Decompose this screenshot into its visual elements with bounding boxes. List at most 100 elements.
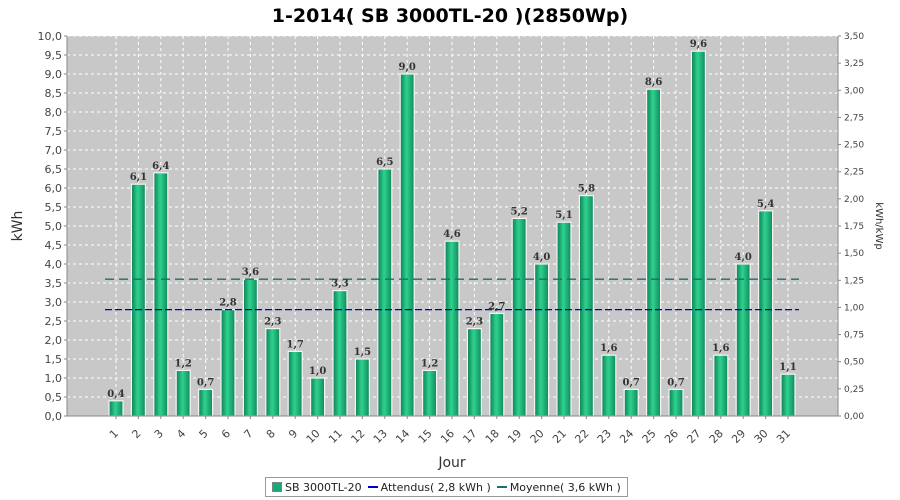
bar-day-29 [735,263,751,417]
bar-value-label: 5,2 [510,206,527,217]
bar-day-22 [578,195,595,417]
bar-value-label: 3,6 [242,267,259,278]
y-tick-label: 9,5 [45,49,63,62]
bar-value-label: 9,0 [398,62,415,73]
bar-day-20 [533,263,550,417]
y-axis-label: kWh [10,211,26,242]
y-tick-label: 3,5 [45,277,63,290]
x-tick-label: 31 [774,427,793,446]
y-tick-label: 2,0 [45,334,63,347]
bar-value-label: 1,1 [779,362,796,373]
bar-day-10 [310,377,326,417]
y-tick-label: 0,5 [45,391,63,404]
y-tick-label: 9,0 [45,68,63,81]
y2-tick-label: 1,50 [844,249,864,259]
legend-item-expected: Attendus( 2,8 kWh ) [367,480,491,494]
x-tick-label: 30 [752,427,771,446]
grid [67,35,838,416]
x-tick-label: 15 [416,427,435,446]
bar-day-27 [690,50,707,417]
bar-day-16 [444,240,460,417]
x-tick-label: 2 [129,427,143,441]
y2-tick-label: 2,25 [844,168,864,178]
bar-day-5 [198,388,214,417]
y-tick-label: 6,5 [45,163,63,176]
x-tick-label: 7 [241,427,255,441]
y-tick-label: 8,0 [45,106,63,119]
axes: 0,0 0,5 1,0 1,5 2,0 2,5 3,0 3,5 4,0 4,5 5,0 5,5 6,0 6… [38,30,865,446]
x-tick-label: 19 [505,427,524,446]
bar-value-label: 9,6 [690,39,707,50]
bar-value-label: 1,6 [712,343,729,354]
bar-day-14 [399,73,415,417]
bar-value-label: 1,5 [354,347,371,358]
y-tick-label: 0,0 [45,410,63,423]
legend-label-average: Moyenne( 3,6 kWh ) [509,480,621,494]
bar-value-label: 4,0 [533,252,550,263]
bar-day-23 [601,354,617,417]
x-tick-label: 23 [595,427,614,446]
x-tick-label: 27 [684,427,703,446]
bar-value-label: 1,2 [421,358,438,369]
y-tick-label: 1,5 [45,353,63,366]
x-tick-label: 14 [393,427,412,446]
bar-value-label: 6,5 [376,157,393,168]
bar-day-25 [645,88,662,417]
y-tick-label: 3,0 [45,296,63,309]
x-tick-label: 10 [304,427,323,446]
y-tick-label: 5,0 [45,220,63,233]
y2-tick-label: 2,75 [844,113,864,123]
bar-value-label: 0,7 [622,377,639,388]
x-tick-label: 9 [286,427,300,441]
legend-swatch-bars [272,482,282,492]
x-tick-label: 11 [326,427,345,446]
legend-item-average: Moyenne( 3,6 kWh ) [496,480,621,494]
bar-day-1 [108,400,124,417]
x-tick-label: 8 [264,427,278,441]
value-labels: 0,4 6,1 6,4 1,2 0,7 2,8 3,6 2,3 1,7 1,0 3,3 1,5 6,5 9… [107,39,796,400]
x-tick-label: 4 [174,427,188,441]
y2-axis-label: kWh/kWp [873,202,884,249]
bar-value-label: 4,0 [734,252,751,263]
bar-day-4 [175,369,191,417]
y-tick-label: 7,5 [45,125,63,138]
bar-day-9 [287,350,303,417]
y-tick-label: 7,0 [45,144,63,157]
x-tick-label: 28 [707,427,726,446]
bar-value-label: 0,7 [667,377,684,388]
legend-item-bars: SB 3000TL-20 [272,481,362,494]
bar-value-label: 1,6 [600,343,617,354]
bar-value-label: 1,2 [174,358,191,369]
bar-value-label: 1,0 [309,366,326,377]
y-tick-label: 2,5 [45,315,63,328]
bar-day-28 [713,354,729,417]
reference-lines [105,278,799,311]
bar-value-label: 8,6 [645,77,662,88]
bar-value-label: 2,7 [488,301,505,312]
y-tick-label: 5,5 [45,201,63,214]
y2-tick-label: 1,00 [844,303,864,313]
legend-label-expected: Attendus( 2,8 kWh ) [380,480,491,494]
bar-value-label: 5,4 [757,199,774,210]
bar-day-24 [623,388,639,417]
x-tick-label: 20 [528,427,547,446]
x-tick-label: 12 [348,427,367,446]
y2-tick-label: 0,25 [844,385,864,395]
y2-tick-label: 0,00 [844,412,864,422]
x-tick-label: 5 [197,427,211,441]
bar-day-19 [511,217,527,417]
bar-day-6 [220,309,236,417]
x-tick-label: 13 [371,427,390,446]
x-tick-label: 18 [483,427,502,446]
y-tick-label: 10,0 [38,30,63,43]
x-tick-label: 1 [107,427,121,441]
bar-day-3 [153,172,169,417]
y2-tick-label: 0,75 [844,331,864,341]
y2-tick-label: 1,25 [844,276,864,286]
bar-day-12 [354,358,370,417]
x-tick-label: 25 [640,427,659,446]
bar-day-8 [265,328,281,417]
y2-tick-label: 2,00 [844,195,864,205]
bar-value-label: 2,8 [219,298,236,309]
y-tick-label: 8,5 [45,87,63,100]
